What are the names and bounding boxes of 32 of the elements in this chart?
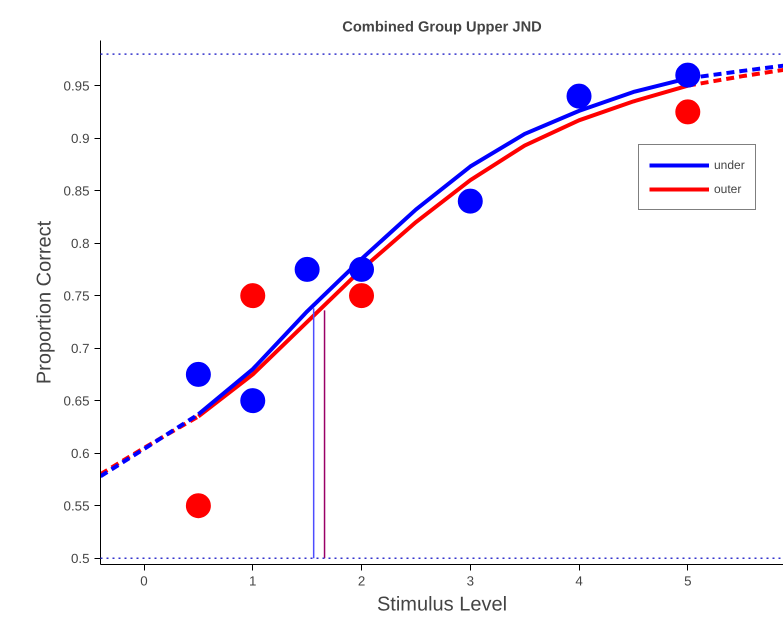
x-tick-label: 5: [684, 574, 692, 588]
point: [186, 493, 211, 518]
x-tick-label: 3: [466, 574, 474, 588]
y-tick-label: 0.85: [64, 184, 90, 199]
x-tick-label: 1: [249, 574, 256, 588]
point: [458, 188, 483, 214]
y-tick-label: 0.6: [70, 446, 90, 462]
point: [240, 283, 266, 308]
point: [294, 256, 320, 282]
x-tick-label: 4: [575, 574, 584, 588]
y-tick-label: 0.55: [64, 498, 90, 514]
legend-label: outer: [714, 182, 742, 196]
point: [186, 362, 211, 387]
chart-title: Combined Group Upper JND: [342, 20, 542, 36]
y-axis-title: Proportion Correct: [34, 220, 56, 384]
legend-label: under: [714, 158, 745, 172]
x-axis-title: Stimulus Level: [376, 594, 508, 616]
x-tick-label: 2: [358, 574, 366, 588]
y-tick-label: 0.7: [70, 341, 90, 356]
point: [349, 283, 374, 308]
y-tick-label: 0.9: [70, 131, 90, 146]
x-tick-label: 0: [140, 574, 148, 588]
point: [675, 62, 700, 88]
y-tick-label: 0.65: [64, 394, 90, 409]
y-tick-label: 0.8: [70, 236, 90, 252]
point: [566, 84, 592, 109]
point: [349, 256, 374, 282]
y-tick-label: 0.5: [70, 551, 90, 566]
point: [675, 99, 700, 124]
y-tick-label: 0.95: [64, 78, 90, 94]
point: [240, 388, 266, 414]
y-tick-label: 0.75: [64, 288, 90, 304]
